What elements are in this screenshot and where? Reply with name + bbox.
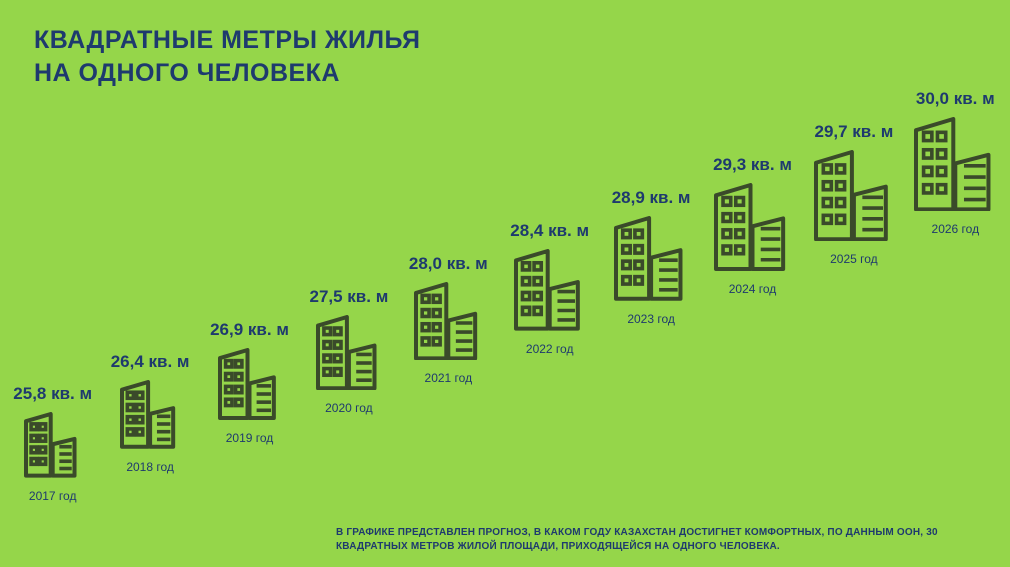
building-icon bbox=[914, 117, 997, 211]
chart-item: 28,4 кв. м 2022 год bbox=[514, 249, 585, 356]
year-label: 2026 год bbox=[914, 222, 997, 236]
value-label: 25,8 кв. м bbox=[13, 384, 92, 404]
building-icon bbox=[614, 216, 688, 306]
chart-item: 29,3 кв. м 2024 год bbox=[714, 183, 791, 296]
value-label: 28,0 кв. м bbox=[409, 254, 488, 274]
value-label: 29,7 кв. м bbox=[814, 122, 893, 142]
value-label: 28,4 кв. м bbox=[510, 221, 589, 241]
year-label: 2020 год bbox=[316, 401, 382, 415]
building-icon bbox=[414, 282, 483, 360]
chart-item: 26,9 кв. м 2019 год bbox=[218, 348, 281, 445]
year-label: 2021 год bbox=[414, 371, 483, 385]
year-label: 2024 год bbox=[714, 282, 791, 296]
year-label: 2018 год bbox=[120, 460, 180, 474]
value-label: 26,4 кв. м bbox=[111, 352, 190, 372]
building-icon bbox=[814, 150, 894, 241]
building-icon bbox=[514, 249, 585, 336]
chart-item: 25,8 кв. м 2017 год bbox=[24, 412, 81, 503]
chart-item: 28,0 кв. м 2021 год bbox=[414, 282, 483, 385]
year-label: 2019 год bbox=[218, 431, 281, 445]
value-label: 26,9 кв. м bbox=[210, 320, 289, 340]
building-icon bbox=[414, 282, 483, 365]
chart-item: 26,4 кв. м 2018 год bbox=[120, 380, 180, 474]
building-icon bbox=[316, 315, 382, 395]
building-icon bbox=[316, 315, 382, 390]
building-icon bbox=[120, 380, 180, 454]
footnote-text: В ГРАФИКЕ ПРЕДСТАВЛЕН ПРОГНОЗ, В КАКОМ Г… bbox=[336, 526, 976, 553]
chart-item: 28,9 кв. м 2023 год bbox=[614, 216, 688, 326]
building-icon bbox=[714, 183, 791, 276]
building-icon bbox=[120, 380, 180, 449]
year-label: 2017 год bbox=[24, 489, 81, 503]
building-icon bbox=[218, 348, 281, 420]
building-icon bbox=[218, 348, 281, 425]
year-label: 2023 год bbox=[614, 312, 688, 326]
chart-item: 29,7 кв. м 2025 год bbox=[814, 150, 894, 266]
year-label: 2025 год bbox=[814, 252, 894, 266]
value-label: 27,5 кв. м bbox=[309, 287, 388, 307]
value-label: 29,3 кв. м bbox=[713, 155, 792, 175]
chart-item: 30,0 кв. м 2026 год bbox=[914, 117, 997, 236]
building-icon bbox=[514, 249, 585, 331]
building-icon bbox=[914, 117, 997, 216]
building-icon bbox=[614, 216, 688, 301]
building-icon bbox=[714, 183, 791, 271]
building-icon bbox=[24, 412, 81, 478]
building-icon bbox=[24, 412, 81, 483]
year-label: 2022 год bbox=[514, 342, 585, 356]
infographic-chart: 25,8 кв. м 2017 год26,4 кв. м 2018 год26… bbox=[0, 0, 1010, 567]
building-icon bbox=[814, 150, 894, 246]
chart-item: 27,5 кв. м 2020 год bbox=[316, 315, 382, 415]
value-label: 28,9 кв. м bbox=[612, 188, 691, 208]
value-label: 30,0 кв. м bbox=[916, 89, 995, 109]
